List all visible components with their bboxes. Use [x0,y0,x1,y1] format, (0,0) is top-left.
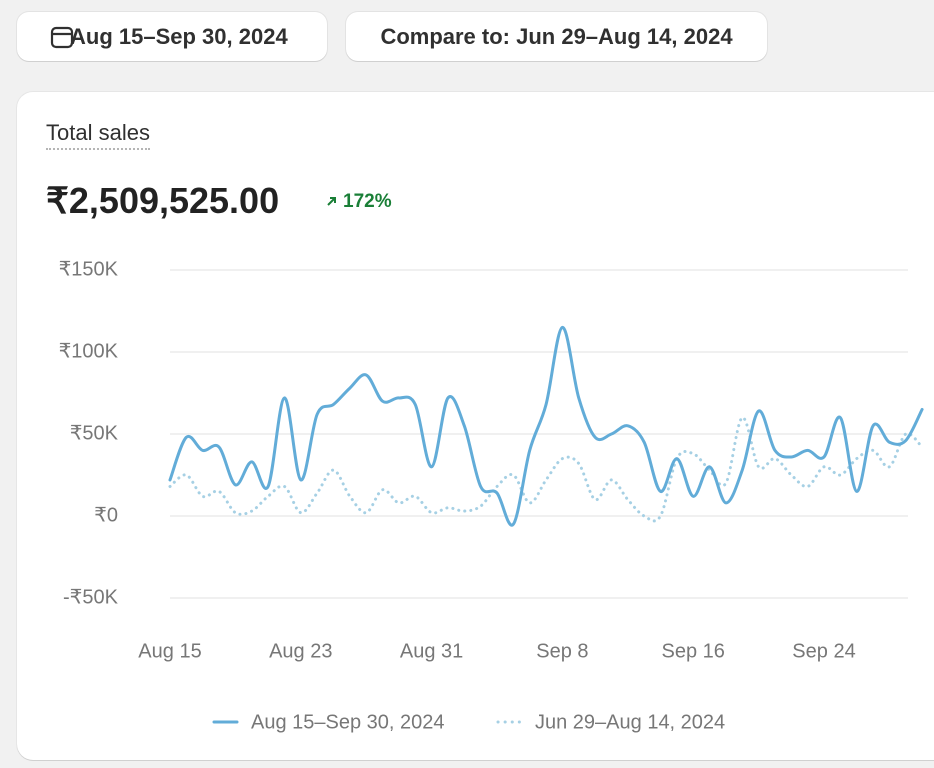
y-tick-label: ₹50K [70,422,119,444]
x-tick-label: Sep 24 [792,640,855,662]
change-indicator: 172% [325,191,392,213]
change-text: 172% [343,191,392,212]
x-tick-label: Aug 15 [138,640,201,662]
series-line [168,416,924,523]
y-tick-label: ₹0 [94,504,118,526]
compare-button[interactable]: Compare to: Jun 29–Aug 14, 2024 [346,12,767,61]
calendar-icon [50,26,74,49]
x-tick-label: Aug 23 [269,640,332,662]
total-value: ₹2,509,525.00 [46,180,280,221]
x-tick-label: Aug 31 [400,640,463,662]
x-tick-label: Sep 8 [536,640,588,662]
date-range-text: Aug 15–Sep 30, 2024 [70,24,288,49]
card-title: Total sales [46,120,150,150]
up-arrow-icon [327,197,336,206]
date-range-button[interactable]: Aug 15–Sep 30, 2024 [17,12,327,61]
y-tick-label: -₹50K [63,586,119,608]
legend-label: Aug 15–Sep 30, 2024 [251,711,445,733]
x-tick-label: Sep 16 [662,640,725,662]
series-line [168,325,924,527]
y-tick-label: ₹150K [59,258,119,280]
legend-label: Jun 29–Aug 14, 2024 [535,711,725,733]
y-tick-label: ₹100K [59,340,119,362]
compare-text: Compare to: Jun 29–Aug 14, 2024 [380,24,733,49]
sales-card [17,92,934,760]
